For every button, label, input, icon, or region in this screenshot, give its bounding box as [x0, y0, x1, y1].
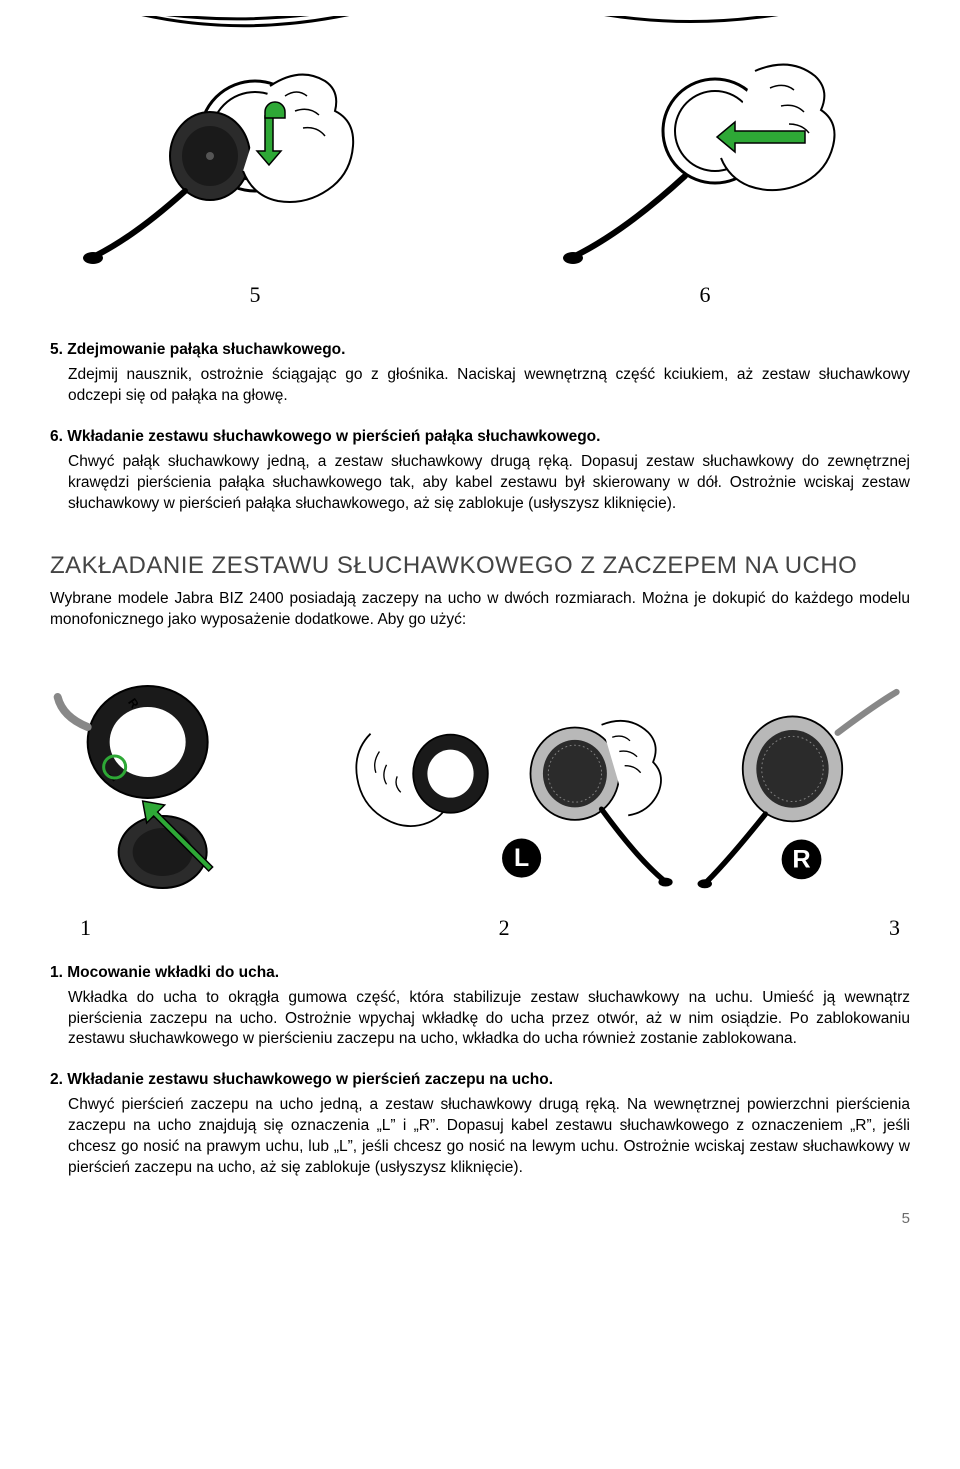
- figure-eh-2: L 2: [335, 667, 673, 943]
- section-intro: Wybrane modele Jabra BIZ 2400 posiadają …: [50, 589, 910, 631]
- figure-eh-2-number: 2: [499, 913, 510, 943]
- ehstep2-body: Chwyć pierścień zaczepu na ucho jedną, a…: [68, 1095, 910, 1179]
- figure-eh-1-illustration: L R: [50, 667, 315, 907]
- figure-5-number: 5: [250, 280, 261, 310]
- section-title: ZAKŁADANIE ZESTAWU SŁUCHAWKOWEGO Z ZACZE…: [50, 550, 910, 582]
- figure-eh-3-number: 3: [889, 913, 900, 943]
- page-number: 5: [50, 1209, 910, 1229]
- ehstep2-heading: 2. Wkładanie zestawu słuchawkowego w pie…: [50, 1070, 910, 1091]
- mid-figure-row: L R 1: [50, 653, 910, 943]
- ehstep1-heading: 1. Mocowanie wkładki do ucha.: [50, 963, 910, 984]
- badge-l: L: [514, 844, 529, 872]
- figure-eh-3-illustration: R: [693, 667, 910, 907]
- step6-heading: 6. Wkładanie zestawu słuchawkowego w pie…: [50, 427, 910, 448]
- badge-r: R: [792, 845, 810, 873]
- figure-eh-1: L R 1: [50, 667, 315, 943]
- figure-6-number: 6: [700, 280, 711, 310]
- figure-eh-1-number: 1: [80, 913, 91, 943]
- figure-eh-3: R 3: [693, 667, 910, 943]
- step6-body: Chwyć pałąk słuchawkowy jedną, a zestaw …: [68, 452, 910, 515]
- figure-6: 6: [500, 16, 910, 310]
- step5-heading: 5. Zdejmowanie pałąka słuchawkowego.: [50, 340, 910, 361]
- figure-6-illustration: [500, 16, 910, 276]
- figure-5: 5: [50, 16, 460, 310]
- step5-body: Zdejmij nausznik, ostrożnie ściągając go…: [68, 365, 910, 407]
- top-figure-row: 5 6: [50, 0, 910, 310]
- figure-5-illustration: [50, 16, 460, 276]
- ehstep1-body: Wkładka do ucha to okrągła gumowa część,…: [68, 988, 910, 1051]
- figure-eh-2-illustration: L: [335, 667, 673, 907]
